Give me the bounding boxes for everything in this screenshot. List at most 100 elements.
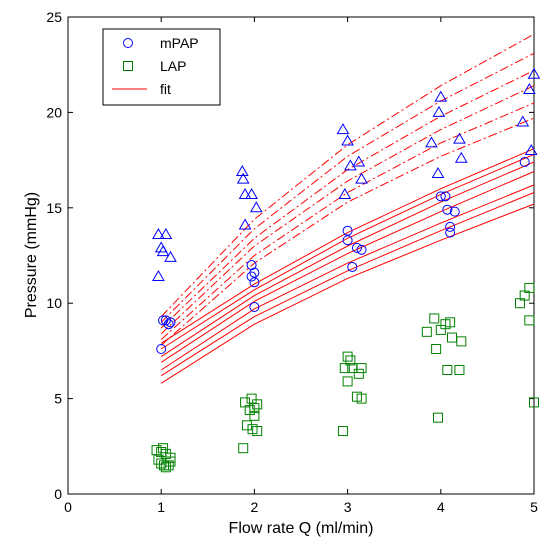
lap-point xyxy=(163,460,174,471)
lap-point xyxy=(165,456,176,467)
lap-point xyxy=(153,454,164,465)
fit-line-dashdot xyxy=(160,33,535,317)
fit-line xyxy=(160,153,535,350)
mpap-point xyxy=(449,206,460,217)
triangle-point xyxy=(425,136,438,148)
lap-point xyxy=(241,420,252,431)
fit-line-dashdot xyxy=(160,52,535,323)
lap-point xyxy=(456,336,467,347)
mpap-point xyxy=(356,244,367,255)
mpap-point xyxy=(249,267,260,278)
lap-point xyxy=(158,443,169,454)
x-tick-label: 2 xyxy=(251,499,259,515)
triangle-point xyxy=(238,187,252,199)
y-tick-label: 10 xyxy=(46,295,62,311)
triangle-point xyxy=(516,115,530,127)
x-tick-label: 3 xyxy=(344,499,352,515)
data-points xyxy=(151,67,540,473)
axis-ticks: 0 1 2 3 4 5 0 5 10 15 20 25 xyxy=(46,9,538,515)
triangle-point xyxy=(524,144,538,156)
mpap-point xyxy=(163,319,174,330)
mpap-point xyxy=(440,191,451,202)
fit-line-dashdot xyxy=(160,102,535,340)
lap-point xyxy=(249,410,260,421)
triangle-point xyxy=(355,172,368,184)
lap-point xyxy=(252,399,263,410)
fit-line xyxy=(160,184,535,371)
legend-label-lap: LAP xyxy=(160,58,186,74)
y-tick-label: 5 xyxy=(54,391,62,407)
triangle-point xyxy=(341,134,354,146)
triangle-point xyxy=(344,159,357,171)
mpap-point xyxy=(156,343,167,354)
lap-point xyxy=(445,317,456,328)
lap-point xyxy=(246,393,257,404)
x-tick-label: 4 xyxy=(437,499,445,515)
x-tick-label: 0 xyxy=(64,499,72,515)
legend: mPAP LAP fit xyxy=(102,28,221,106)
fit-line xyxy=(160,171,535,363)
triangle-point xyxy=(527,67,540,79)
triangle-point xyxy=(152,228,165,240)
triangle-point xyxy=(522,83,536,95)
triangle-point xyxy=(164,250,177,262)
triangle-point xyxy=(352,155,366,167)
legend-label-mpap: mPAP xyxy=(160,35,199,51)
lap-point xyxy=(433,412,444,423)
mpap-point xyxy=(445,227,456,238)
fit-line xyxy=(160,203,535,384)
mpap-point xyxy=(351,242,362,253)
lap-point xyxy=(339,363,350,374)
lap-point xyxy=(356,363,367,374)
lap-point xyxy=(252,426,263,437)
lap-point xyxy=(429,313,440,324)
triangle-point xyxy=(156,245,170,257)
lap-point xyxy=(342,351,353,362)
triangle-point xyxy=(249,201,263,213)
triangle-point xyxy=(245,187,258,199)
mpap-point xyxy=(347,261,358,272)
lap-point xyxy=(431,343,442,354)
mpap-point xyxy=(165,317,176,328)
triangle-point xyxy=(453,132,466,144)
y-tick-label: 20 xyxy=(46,104,62,120)
mpap-point xyxy=(435,191,446,202)
lap-point xyxy=(342,376,353,387)
triangle-point xyxy=(236,172,250,184)
mpap-point xyxy=(519,157,530,168)
lap-point xyxy=(249,403,260,414)
fit-line xyxy=(160,161,535,358)
legend-marker-mpap xyxy=(123,38,133,48)
lap-point xyxy=(345,355,356,366)
triangle-point xyxy=(159,228,173,240)
legend-label-fit: fit xyxy=(160,81,171,97)
lap-point xyxy=(421,326,432,337)
x-axis-title: Flow rate Q (ml/min) xyxy=(229,520,374,537)
mpap-point xyxy=(342,225,353,236)
triangle-point xyxy=(238,218,252,230)
legend-marker-lap xyxy=(123,61,133,71)
fit-line xyxy=(160,148,535,344)
lap-point xyxy=(337,426,348,437)
mpap-point xyxy=(249,277,260,288)
mpap-point xyxy=(246,260,257,271)
mpap-point xyxy=(442,204,453,215)
lap-point xyxy=(353,368,364,379)
lap-point xyxy=(454,364,465,375)
legend-box xyxy=(102,28,221,106)
lap-point xyxy=(238,443,249,454)
lap-point xyxy=(524,282,535,293)
mpap-point xyxy=(249,302,260,313)
mpap-point xyxy=(445,221,456,232)
fit-line-dashdot xyxy=(160,85,535,335)
triangle-point xyxy=(152,269,165,281)
triangle-point xyxy=(432,105,446,117)
lap-point xyxy=(524,315,535,326)
triangle-point xyxy=(454,151,468,163)
y-tick-label: 15 xyxy=(46,200,62,216)
lap-point xyxy=(529,397,539,408)
y-axis-title: Pressure (mmHg) xyxy=(23,192,40,318)
triangle-point xyxy=(431,166,445,178)
lap-point xyxy=(356,393,367,404)
